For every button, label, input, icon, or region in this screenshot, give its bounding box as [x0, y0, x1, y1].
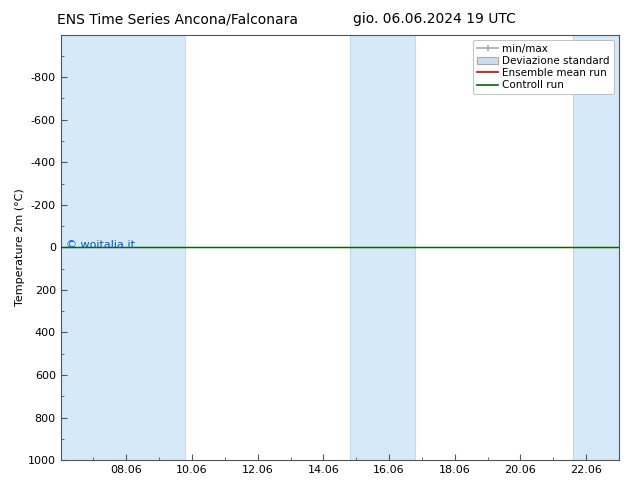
- Legend: min/max, Deviazione standard, Ensemble mean run, Controll run: min/max, Deviazione standard, Ensemble m…: [473, 40, 614, 95]
- Bar: [350, 35, 415, 460]
- Y-axis label: Temperature 2m (°C): Temperature 2m (°C): [15, 189, 25, 306]
- Text: ENS Time Series Ancona/Falconara: ENS Time Series Ancona/Falconara: [57, 12, 298, 26]
- Bar: [573, 35, 619, 460]
- Text: gio. 06.06.2024 19 UTC: gio. 06.06.2024 19 UTC: [353, 12, 515, 26]
- Text: © woitalia.it: © woitalia.it: [66, 240, 135, 250]
- Bar: [61, 35, 186, 460]
